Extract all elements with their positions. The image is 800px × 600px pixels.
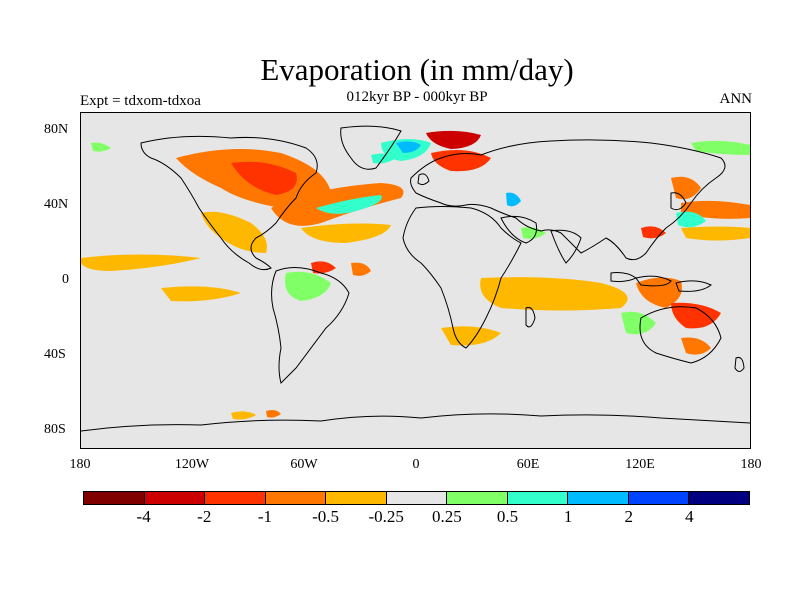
coastlines — [81, 125, 750, 432]
anomaly-patch — [81, 254, 201, 271]
anomaly-patch — [316, 195, 382, 214]
coastline — [635, 275, 672, 287]
map-panel — [80, 112, 751, 449]
season-label: ANN — [719, 91, 753, 107]
coastline — [271, 267, 350, 384]
x-tick-label: 60W — [290, 457, 318, 472]
anomaly-patch — [671, 302, 721, 329]
anomaly-patch — [636, 277, 682, 308]
coastline — [639, 306, 722, 364]
x-tick-label: 0 — [412, 457, 420, 472]
colorbar-segment — [689, 492, 750, 504]
colorbar-label: -0.25 — [368, 507, 404, 526]
y-tick-label: 80N — [44, 122, 69, 137]
colorbar-segment — [568, 492, 629, 504]
anomaly-patch — [161, 286, 241, 302]
anomaly-map — [81, 125, 750, 432]
coastline — [670, 192, 687, 211]
coastline — [340, 125, 402, 170]
colorbar-label: 0.5 — [496, 507, 519, 526]
anomaly-patch — [426, 130, 481, 149]
anomaly-patch — [396, 141, 421, 153]
anomaly-patch — [506, 192, 521, 207]
anomaly-patch — [431, 149, 491, 172]
anomaly-patch — [266, 410, 281, 418]
colorbar-segment — [447, 492, 508, 504]
coastline — [417, 173, 430, 186]
x-tick-label: 180 — [740, 457, 762, 472]
anomaly-patch — [231, 161, 297, 195]
x-tick-label: 120W — [174, 457, 210, 472]
colorbar-segment — [205, 492, 266, 504]
y-tick-label: 80S — [44, 422, 66, 437]
coastline — [410, 139, 726, 261]
anomaly-patch — [301, 223, 391, 243]
anomaly-patch — [441, 326, 501, 346]
colorbar-segment — [507, 492, 569, 504]
colorbar-label: 0.25 — [431, 507, 462, 526]
anomaly-patch — [681, 337, 711, 355]
coastline — [402, 206, 522, 349]
coastline — [675, 280, 712, 292]
colorbar-label: -4 — [136, 507, 151, 526]
colorbar-label: -0.5 — [312, 507, 339, 526]
coastline — [734, 357, 745, 372]
anomaly-patch — [681, 200, 750, 219]
x-tick-label: 60E — [516, 457, 540, 472]
colorbar-segment — [386, 492, 448, 504]
colorbar-segment — [628, 492, 690, 504]
y-tick-label: 40N — [44, 197, 69, 212]
plot-subtitle: 012kyr BP - 000kyr BP — [346, 89, 488, 105]
colorbar-segment — [265, 492, 327, 504]
anomaly-patch — [521, 227, 546, 239]
y-tick-label: 40S — [44, 347, 66, 362]
plot-title: Evaporation (in mm/day) — [260, 52, 574, 87]
experiment-label: Expt = tdxom-tdxoa — [80, 93, 201, 109]
coastline — [500, 215, 537, 244]
colorbar-label: -1 — [257, 507, 272, 526]
anomaly-patch — [91, 142, 111, 152]
colorbar-label: 1 — [563, 507, 573, 526]
x-tick-label: 120E — [625, 457, 655, 472]
anomaly-patch — [621, 311, 656, 335]
coastline — [81, 413, 750, 432]
anomaly-patch — [285, 271, 331, 301]
anomaly-patch — [311, 261, 336, 274]
colorbar — [83, 491, 750, 505]
anomaly-patch — [480, 277, 628, 311]
anomaly-patch — [351, 262, 371, 276]
anomaly-patch — [231, 411, 256, 420]
coastline — [140, 135, 318, 271]
anomaly-patch — [691, 140, 750, 155]
x-tick-label: 180 — [69, 457, 91, 472]
coastline — [525, 307, 536, 328]
anomaly-patch — [201, 211, 267, 253]
colorbar-segment — [144, 492, 206, 504]
colorbar-segment — [84, 492, 145, 504]
colorbar-label: 4 — [685, 507, 694, 526]
anomaly-patch — [676, 211, 706, 228]
colorbar-label: 2 — [624, 507, 633, 526]
coastline — [550, 229, 582, 264]
colorbar-label: -2 — [197, 507, 212, 526]
y-tick-label: 0 — [62, 272, 69, 287]
colorbar-segment — [326, 492, 387, 504]
anomaly-patch — [681, 226, 750, 241]
coastline — [610, 272, 637, 283]
